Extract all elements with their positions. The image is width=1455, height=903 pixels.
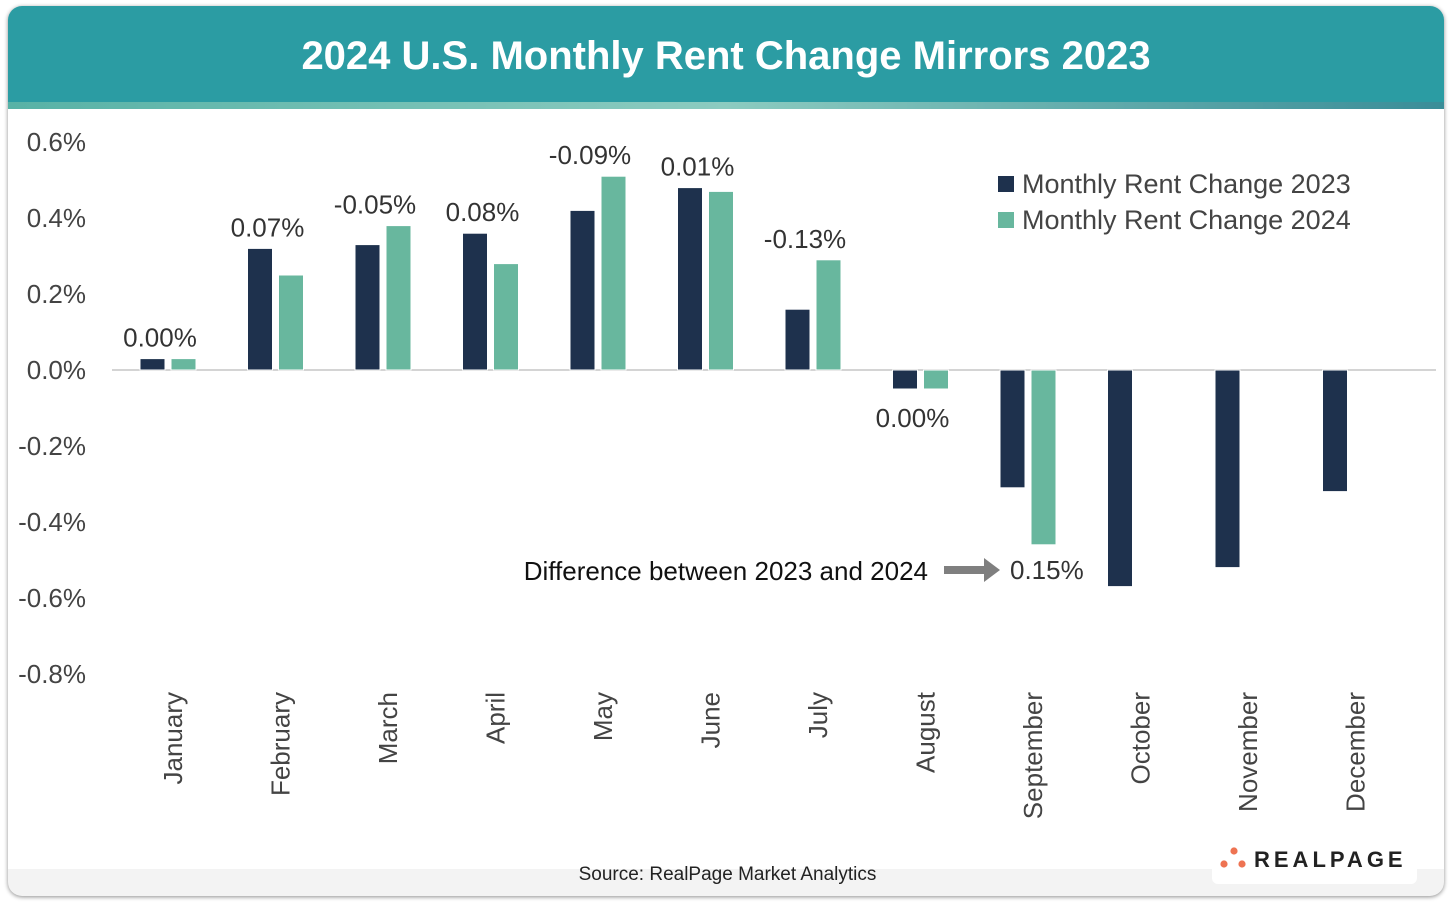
difference-label: -0.05% xyxy=(334,190,416,220)
bar-2023-may xyxy=(569,209,596,371)
x-tick-label: April xyxy=(481,692,511,744)
bar-2024-may xyxy=(600,175,627,371)
difference-label: 0.00% xyxy=(123,323,197,353)
x-tick-label: February xyxy=(266,692,296,796)
x-tick-label: August xyxy=(911,691,941,773)
difference-label: -0.13% xyxy=(764,224,846,254)
x-tick-label: June xyxy=(696,692,726,748)
title-bar-accent xyxy=(8,102,1444,109)
bar-2024-june xyxy=(708,190,734,371)
source-note: Source: RealPage Market Analytics xyxy=(578,864,877,885)
difference-label: 0.00% xyxy=(876,403,950,433)
logo-dots-icon xyxy=(1220,847,1246,868)
bar-2023-september xyxy=(999,369,1026,489)
legend-label: Monthly Rent Change 2024 xyxy=(1022,205,1351,235)
bar-2023-january xyxy=(139,358,166,371)
y-tick-label: -0.4% xyxy=(18,507,86,537)
bar-2023-april xyxy=(462,232,488,371)
logo-text: REALPAGE xyxy=(1254,847,1407,872)
chart-title: 2024 U.S. Monthly Rent Change Mirrors 20… xyxy=(301,34,1151,78)
legend-swatch xyxy=(998,212,1014,228)
bar-2023-october xyxy=(1107,369,1133,588)
y-tick-label: 0.4% xyxy=(27,203,86,233)
difference-label: 0.01% xyxy=(661,152,735,182)
arrow-right-icon xyxy=(944,558,1000,582)
difference-label: 0.08% xyxy=(446,197,520,227)
realpage-logo: REALPAGE xyxy=(1212,840,1417,884)
bar-2024-september xyxy=(1030,369,1057,546)
y-tick-label: -0.6% xyxy=(18,583,86,613)
legend-label: Monthly Rent Change 2023 xyxy=(1022,169,1351,199)
x-tick-label: October xyxy=(1126,692,1156,785)
legend-swatch xyxy=(998,176,1014,192)
chart-frame: 2024 U.S. Monthly Rent Change Mirrors 20… xyxy=(8,6,1444,896)
y-tick-label: 0.6% xyxy=(27,127,86,157)
bar-2024-january xyxy=(170,358,197,371)
x-tick-label: January xyxy=(158,692,188,785)
bar-2023-february xyxy=(247,247,273,371)
bar-2024-march xyxy=(385,225,412,371)
difference-label: -0.09% xyxy=(549,140,631,170)
bar-2023-november xyxy=(1214,369,1241,569)
difference-label: 0.15% xyxy=(1010,555,1084,585)
x-tick-label: May xyxy=(588,692,618,741)
y-tick-label: -0.2% xyxy=(18,431,86,461)
difference-label: 0.07% xyxy=(231,212,305,242)
y-tick-label: 0.2% xyxy=(27,279,86,309)
bar-2023-july xyxy=(784,308,811,371)
bar-2023-march xyxy=(354,244,381,371)
bar-2024-july xyxy=(815,259,842,371)
bar-2023-december xyxy=(1322,369,1348,493)
bar-2023-august xyxy=(892,369,918,390)
bar-2024-february xyxy=(278,274,304,371)
y-tick-label: -0.8% xyxy=(18,659,86,689)
bar-2023-june xyxy=(677,187,703,371)
x-tick-label: December xyxy=(1341,692,1371,812)
x-tick-label: November xyxy=(1233,692,1263,812)
title-bar xyxy=(8,6,1444,102)
annotation-text: Difference between 2023 and 2024 xyxy=(524,556,928,586)
x-tick-label: September xyxy=(1018,692,1048,820)
bar-2024-august xyxy=(923,369,949,390)
bar-2024-april xyxy=(493,263,519,371)
x-tick-label: July xyxy=(803,692,833,738)
y-tick-label: 0.0% xyxy=(27,355,86,385)
x-tick-label: March xyxy=(373,692,403,764)
